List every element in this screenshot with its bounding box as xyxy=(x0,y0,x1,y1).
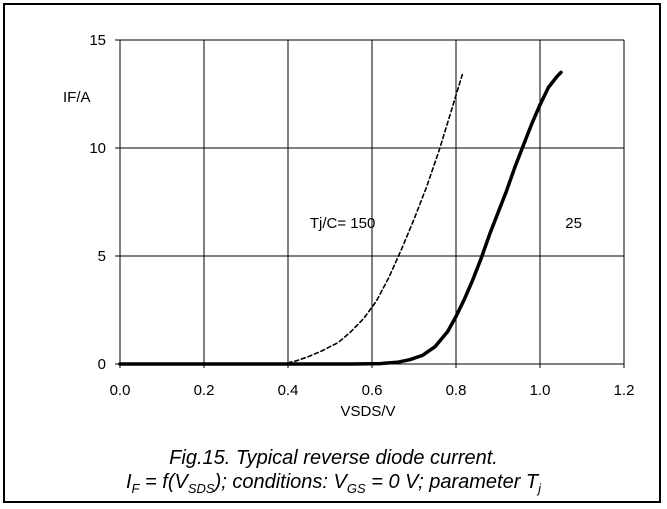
y-axis-label: IF/A xyxy=(63,89,91,106)
figure-caption: Fig.15. Typical reverse diode current. I… xyxy=(0,446,667,501)
series-lines xyxy=(118,70,563,366)
x-tick-label: 0.6 xyxy=(362,382,383,399)
x-axis-label: VSDS/V xyxy=(340,403,395,420)
x-tick-label: 0.4 xyxy=(278,382,299,399)
x-tick-label: 0.0 xyxy=(110,382,131,399)
y-tick-label: 0 xyxy=(98,356,106,373)
tick-labels: 0.0 0.2 0.4 0.6 0.8 1.0 1.2 0 5 10 15 xyxy=(89,32,634,399)
series-line-150 xyxy=(119,73,464,365)
x-tick-label: 0.8 xyxy=(446,382,467,399)
x-tick-label: 1.2 xyxy=(614,382,635,399)
caption-line-2: IF = f(VSDS); conditions: VGS = 0 V; par… xyxy=(125,471,542,496)
x-tick-label: 0.2 xyxy=(194,382,215,399)
y-tick-label: 5 xyxy=(98,248,106,265)
annotations: Tj/C= 150 25 xyxy=(310,215,582,232)
annotation-0: Tj/C= 150 xyxy=(310,215,375,232)
figure-frame xyxy=(3,3,661,503)
x-tick-label: 1.0 xyxy=(530,382,551,399)
y-tick-label: 10 xyxy=(89,140,106,157)
annotation-1: 25 xyxy=(565,215,582,232)
caption-line-1: Fig.15. Typical reverse diode current. xyxy=(169,447,498,469)
series-line-25 xyxy=(118,70,563,366)
y-tick-label: 15 xyxy=(89,32,106,49)
